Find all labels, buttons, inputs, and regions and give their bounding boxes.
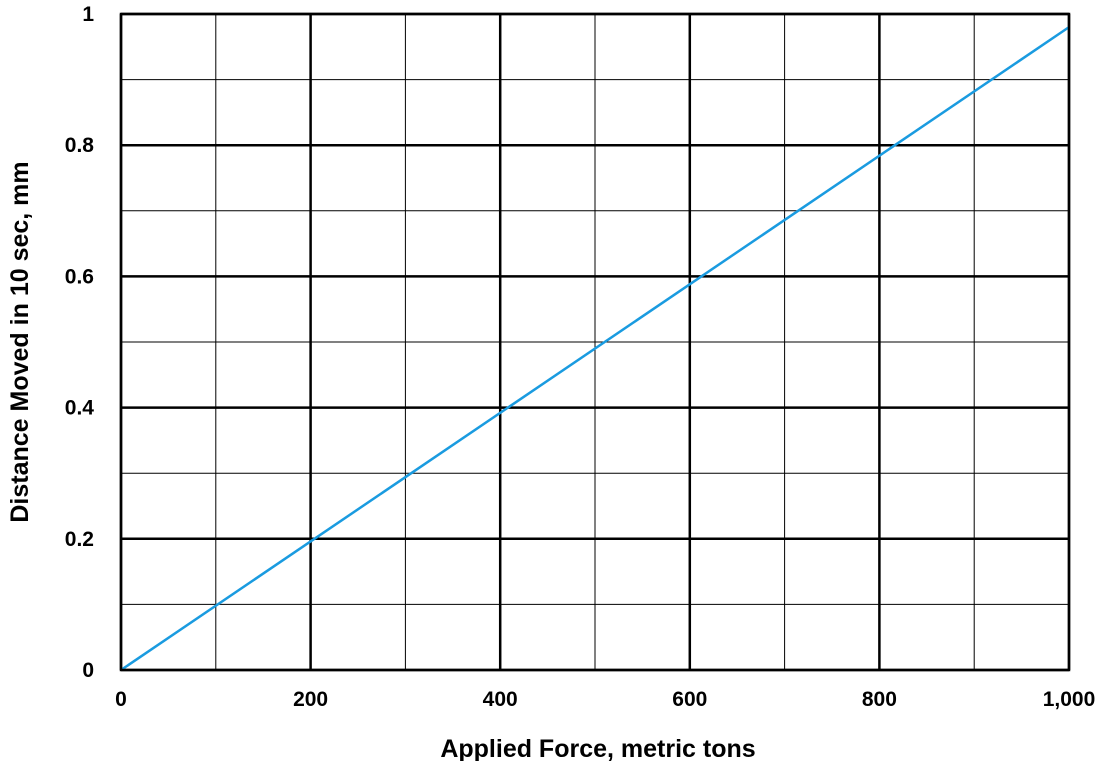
y-tick-label: 0.6 [65, 265, 94, 288]
y-tick-label: 0 [82, 659, 94, 682]
x-tick-labels: 0 200 400 600 800 1,000 [115, 688, 1095, 711]
x-tick-label: 200 [293, 688, 328, 711]
y-tick-label: 1 [82, 3, 94, 26]
y-tick-label: 0.8 [65, 134, 95, 157]
x-tick-label: 600 [672, 688, 707, 711]
x-axis-title: Applied Force, metric tons [440, 735, 755, 761]
x-tick-label: 400 [483, 688, 518, 711]
y-tick-labels: 0 0.2 0.4 0.6 0.8 1 [65, 3, 95, 682]
y-axis-title: Distance Moved in 10 sec, mm [6, 161, 34, 522]
x-tick-label: 800 [862, 688, 897, 711]
series-layer [120, 26, 1070, 672]
plot-frame [119, 12, 1071, 672]
x-tick-label: 1,000 [1043, 688, 1096, 711]
minor-gridlines [121, 14, 1069, 670]
y-tick-label: 0.4 [65, 397, 95, 420]
series-line [120, 26, 1070, 672]
y-tick-label: 0.2 [65, 528, 94, 551]
x-tick-label: 0 [115, 688, 127, 711]
